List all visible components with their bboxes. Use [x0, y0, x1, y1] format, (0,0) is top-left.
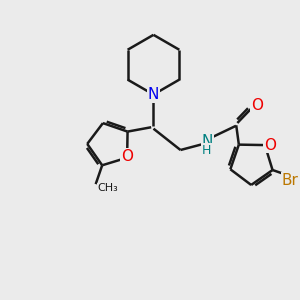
Text: Br: Br [282, 173, 298, 188]
Text: N: N [202, 134, 213, 149]
Text: O: O [264, 138, 276, 153]
Text: CH₃: CH₃ [97, 183, 118, 194]
Text: N: N [148, 87, 159, 102]
Text: O: O [121, 149, 133, 164]
Text: O: O [251, 98, 263, 113]
Text: H: H [202, 144, 212, 157]
